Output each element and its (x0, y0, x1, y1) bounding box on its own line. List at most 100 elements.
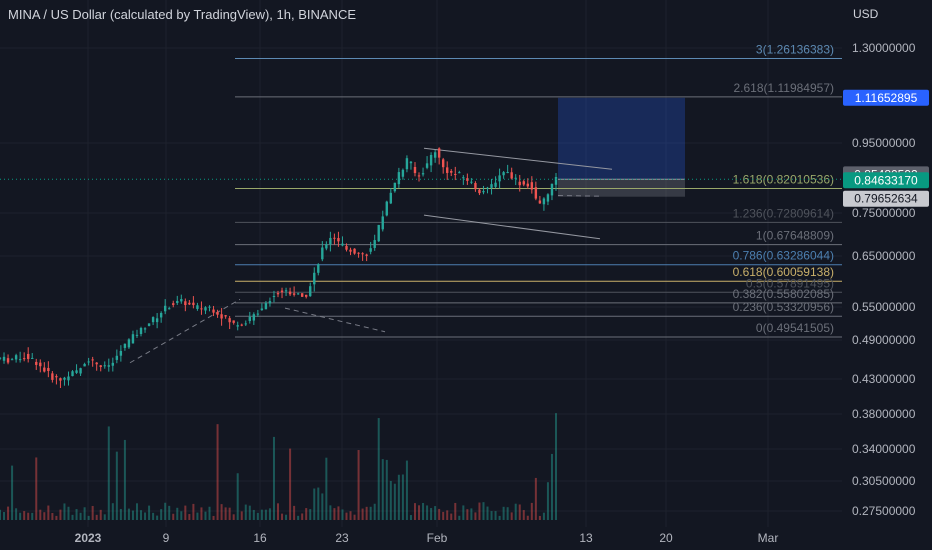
candle-body (522, 181, 525, 185)
candle-body (369, 248, 372, 252)
volume-bar (305, 508, 308, 520)
volume-bar (75, 509, 78, 520)
volume-bar (289, 448, 292, 520)
volume-bar (71, 514, 74, 520)
candle-body (397, 172, 401, 185)
volume-bar (510, 512, 513, 520)
candle-body (309, 286, 312, 297)
volume-bar (309, 509, 312, 520)
time-tick-label: 20 (659, 531, 673, 545)
candle-body (240, 324, 243, 326)
fib-level-label: 1.236(0.72809614) (733, 206, 834, 220)
candle-body (462, 177, 465, 179)
volume-bar (357, 450, 360, 520)
candle-body (502, 172, 505, 176)
dashed-stop-projection (557, 195, 601, 197)
fibonacci-extension-tool[interactable]: 3(1.26136383) 2.618(1.11984957) 1.618(0.82… (235, 42, 842, 338)
candle-body (0, 357, 2, 359)
volume-bar (35, 457, 38, 520)
candle-body (176, 300, 179, 304)
volume-bar (232, 514, 235, 520)
time-tick-label: Feb (427, 531, 448, 545)
volume-bar (478, 502, 481, 520)
volume-bar (51, 512, 54, 520)
candle-body (252, 314, 256, 321)
price-tick-label: 0.95000000 (852, 136, 916, 150)
volume-bar (422, 502, 425, 520)
candle-body (345, 245, 348, 250)
volume-bar (19, 512, 22, 520)
candle-body (385, 201, 388, 216)
candle-body (474, 183, 477, 190)
price-tick-label: 1.30000000 (852, 41, 916, 55)
fib-level-label: 0.786(0.63286044) (733, 249, 834, 263)
candle-body (542, 198, 546, 205)
candle-body (22, 358, 26, 360)
volume-bar (405, 460, 408, 520)
candle-body (337, 237, 340, 242)
candle-body (478, 189, 481, 194)
candle-body (441, 159, 445, 168)
volume-bar (248, 505, 251, 520)
candle-body (180, 299, 183, 302)
volume-bar (321, 493, 324, 520)
volume-bar (365, 506, 368, 520)
candle-body (212, 309, 215, 313)
trendlines[interactable] (129, 147, 613, 364)
price-axis[interactable]: 1.30000000 0.95000000 0.75000000 0.65000000… (852, 41, 916, 518)
candle-body (341, 243, 344, 246)
candle-body (546, 194, 550, 202)
volume-bar (256, 512, 259, 520)
candle-body (79, 368, 82, 374)
target-zone (558, 97, 685, 180)
volume-bar (67, 506, 70, 520)
candle-body (260, 308, 264, 311)
candle-body (87, 361, 90, 363)
volume-bar (7, 506, 10, 520)
candle-body (538, 200, 542, 204)
volume-bar (220, 504, 223, 520)
candle-body (409, 161, 413, 164)
candle-body (244, 323, 247, 325)
price-tag-label: 0.84633170 (854, 173, 918, 187)
volume-bar (385, 459, 388, 520)
volume-bar (228, 507, 231, 520)
volume-bar (204, 511, 207, 520)
candle-body (123, 343, 127, 348)
volume-bar (11, 465, 14, 520)
volume-bar (140, 510, 143, 520)
time-tick-label: Mar (758, 531, 779, 545)
volume-bar (430, 508, 433, 520)
fib-level-label: 0.618(0.60059138) (733, 265, 834, 279)
volume-bar (555, 413, 557, 520)
price-tick-label: 0.49000000 (852, 333, 916, 347)
volume-bar (397, 474, 400, 520)
time-axis[interactable]: 2023 9 16 23 Feb 13 20 Mar (75, 531, 779, 545)
volume-bar (107, 426, 110, 520)
volume-bar (43, 512, 46, 520)
candle-body (377, 224, 380, 242)
volume-bar (466, 509, 469, 520)
candle-body (292, 293, 296, 295)
price-tag-box (843, 190, 929, 207)
candle-body (421, 173, 425, 175)
candle-body (184, 301, 187, 306)
volume-bar (345, 512, 348, 520)
volume-bar (393, 483, 396, 520)
candle-body (280, 290, 284, 293)
candle-body (6, 358, 10, 363)
long-position-tool[interactable] (558, 97, 685, 197)
candle-body (288, 291, 292, 295)
volume-bar (83, 507, 86, 520)
volume-bar (131, 510, 134, 520)
volume-bar (135, 503, 138, 520)
volume-bar (538, 515, 541, 520)
candle-body (139, 327, 143, 334)
candle-body (216, 312, 219, 315)
symbol-title[interactable]: MINA / US Dollar (calculated by TradingV… (8, 7, 357, 22)
volume-bar (490, 511, 493, 520)
volume-bar (79, 512, 82, 520)
volume-bar (534, 477, 537, 520)
candle-body (39, 362, 42, 367)
